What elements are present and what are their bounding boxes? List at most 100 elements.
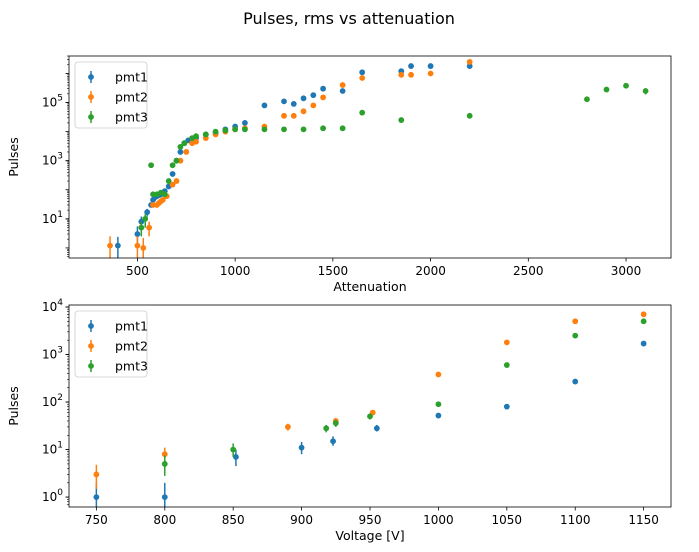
y-axis-label: Pulses (6, 386, 21, 425)
data-point (232, 126, 239, 133)
legend-marker (88, 323, 94, 329)
data-point (169, 171, 176, 177)
x-axis-label: Attenuation (333, 279, 406, 294)
legend-label: pmt3 (115, 359, 148, 374)
data-point (202, 131, 209, 138)
y-tick-label: 101 (42, 441, 63, 457)
data-point (193, 138, 199, 145)
data-point (466, 112, 473, 119)
data-point (177, 149, 184, 155)
series-pmt2 (93, 311, 647, 489)
data-point (503, 339, 510, 346)
data-point (310, 92, 317, 99)
data-point (373, 425, 380, 432)
data-point (339, 125, 346, 132)
data-point (359, 69, 366, 76)
data-point (169, 181, 176, 188)
data-point (161, 461, 168, 467)
data-point (310, 102, 317, 109)
axes-frame (68, 55, 672, 259)
x-tick-label: 2500 (513, 264, 544, 278)
data-point (161, 191, 168, 198)
data-point (572, 332, 579, 339)
data-point (281, 112, 287, 119)
x-tick-label: 1000 (220, 264, 251, 278)
data-point (146, 224, 153, 231)
data-point (93, 471, 100, 478)
x-tick-label: 900 (290, 513, 313, 527)
x-tick-label: 500 (126, 264, 149, 278)
data-point (603, 86, 610, 93)
data-point (138, 224, 145, 231)
data-point (435, 412, 442, 419)
x-tick-label: 1150 (628, 513, 659, 527)
data-point (298, 444, 305, 451)
data-point (107, 242, 113, 249)
y-tick-label: 103 (42, 152, 63, 168)
data-point (584, 96, 590, 103)
data-point (398, 71, 405, 78)
data-point (161, 451, 168, 458)
y-tick-label: 101 (42, 210, 63, 226)
legend-marker (88, 74, 94, 80)
data-point (173, 157, 180, 164)
data-point (367, 413, 373, 420)
y-tick-label: 104 (42, 298, 63, 314)
legend-label: pmt1 (115, 319, 148, 334)
x-tick-label: 1000 (423, 513, 454, 527)
series-pmt3 (138, 82, 649, 237)
data-point (290, 112, 297, 119)
data-point (320, 94, 326, 101)
x-tick-label: 1500 (318, 264, 349, 278)
legend-label: pmt3 (115, 110, 148, 125)
data-point (140, 245, 147, 251)
series-pmt1 (93, 340, 647, 507)
series-pmt1 (114, 63, 473, 258)
data-point (285, 424, 291, 430)
data-point (212, 128, 219, 135)
data-point (339, 82, 346, 88)
data-point (623, 82, 629, 89)
data-point (233, 454, 239, 460)
data-point (134, 242, 141, 249)
data-point (134, 231, 141, 237)
data-point (435, 401, 442, 408)
figure-title: Pulses, rms vs attenuation (243, 9, 455, 28)
data-point (93, 494, 100, 501)
data-point (148, 162, 154, 169)
legend-marker (88, 343, 94, 349)
series-pmt2 (107, 59, 473, 258)
data-point (222, 127, 229, 134)
axes-frame (68, 304, 672, 508)
data-point (466, 59, 473, 65)
data-point (114, 242, 121, 249)
data-point (427, 70, 434, 77)
data-point (330, 438, 336, 445)
data-point (181, 140, 188, 147)
voltage-plot: 100 101 102 103 104 750 800 850 900 950 1000 1050 11… (6, 298, 672, 543)
data-point (242, 126, 248, 133)
data-point (173, 178, 180, 184)
data-point (332, 420, 339, 427)
series-pmt3 (161, 318, 647, 476)
y-tick-label: 103 (42, 346, 63, 362)
x-tick-label: 2000 (415, 264, 446, 278)
data-point (323, 425, 330, 432)
plot-area (107, 59, 649, 258)
legend-label: pmt2 (115, 339, 148, 354)
data-point (281, 126, 287, 133)
data-point (320, 125, 326, 132)
data-point (242, 119, 248, 126)
legend-marker (88, 114, 94, 120)
data-point (427, 63, 434, 69)
x-axis-label: Voltage [V] (335, 528, 404, 543)
y-tick-label: 105 (42, 94, 63, 110)
data-point (183, 149, 190, 155)
legend-label: pmt2 (115, 90, 148, 105)
data-point (640, 318, 647, 325)
x-tick-label: 1100 (560, 513, 591, 527)
data-point (144, 209, 151, 216)
data-point (359, 109, 366, 116)
plot-area (93, 311, 647, 507)
